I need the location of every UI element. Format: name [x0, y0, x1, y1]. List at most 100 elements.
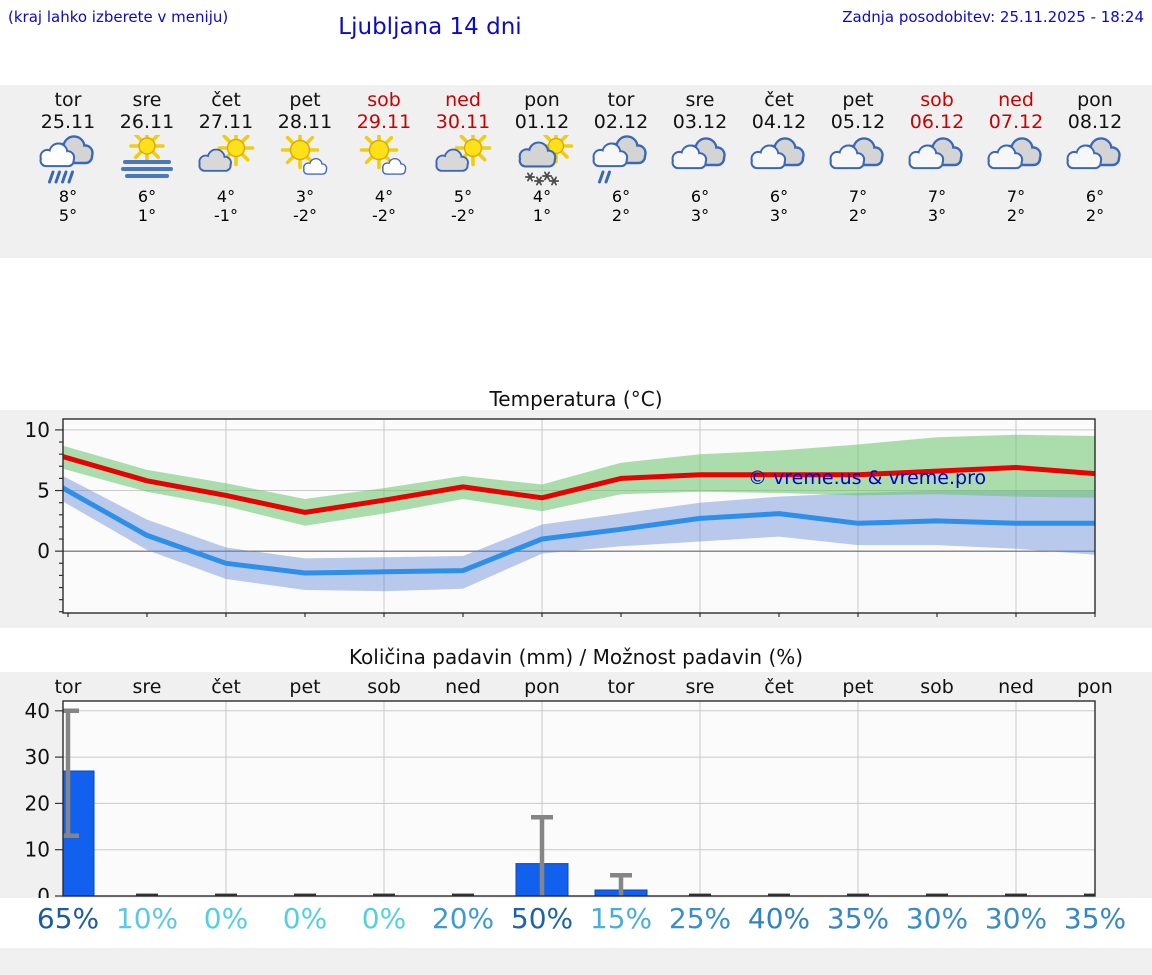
day-low-temp: -1°	[214, 206, 238, 225]
cloud-icon	[750, 144, 787, 170]
day-high-temp: 6°	[1085, 187, 1105, 206]
rain-icon	[598, 170, 611, 184]
precip-zero-mark	[1084, 893, 1095, 896]
cloud-icon	[829, 144, 866, 170]
day-name: pet	[842, 89, 874, 111]
cloud-drizzle-weather-icon	[589, 135, 653, 187]
day-low-temp: 5°	[58, 206, 78, 225]
precip-day-label: tor	[55, 676, 82, 698]
day-name: pon	[1077, 89, 1113, 111]
precip-probability-label: 35%	[1063, 902, 1127, 935]
cloud-icon	[1066, 144, 1103, 170]
location-menu-note[interactable]: (kraj lahko izberete v meniju)	[8, 8, 229, 26]
cloudy-weather-icon	[984, 135, 1048, 187]
day-column[interactable]: sob 06.12 7° 3°	[898, 85, 977, 258]
sun-icon	[129, 135, 165, 164]
cloud-icon	[671, 144, 708, 170]
precip-zero-mark	[215, 893, 237, 896]
last-update-text: Zadnja posodobitev: 25.11.2025 - 18:24	[842, 8, 1144, 26]
day-low-temp: 2°	[848, 206, 868, 225]
day-column[interactable]: sre 03.12 6° 3°	[661, 85, 740, 258]
day-name: ned	[445, 89, 481, 111]
precip-day-label: pet	[289, 676, 320, 698]
precip-probability-label: 50%	[510, 902, 574, 935]
day-low-temp: 2°	[1085, 206, 1105, 225]
cloud-sun-weather-icon	[194, 135, 258, 187]
day-date: 06.12	[909, 111, 965, 133]
precip-y-tick-label: 30	[25, 745, 50, 769]
precip-probability-label: 15%	[589, 902, 653, 935]
day-date: 08.12	[1067, 111, 1123, 133]
day-name: pet	[289, 89, 321, 111]
day-date: 03.12	[672, 111, 728, 133]
day-name: sob	[367, 89, 401, 111]
precip-probability-label: 65%	[36, 902, 100, 935]
day-column[interactable]: ned 30.11 5° -2°	[424, 85, 503, 258]
low-temp-line	[63, 485, 1095, 576]
day-high-temp: 6°	[137, 187, 157, 206]
fog-icon	[121, 160, 173, 178]
precip-day-label: pon	[524, 676, 560, 698]
day-name: čet	[764, 89, 794, 111]
day-date: 27.11	[198, 111, 254, 133]
precip-y-tick-label: 20	[25, 791, 50, 815]
cloud-icon	[303, 158, 328, 175]
precip-zero-mark	[847, 893, 869, 896]
bottom-strip	[0, 948, 1152, 975]
snowflake-icon	[541, 171, 553, 181]
day-high-temp: 7°	[848, 187, 868, 206]
day-column[interactable]: čet 04.12 6° 3°	[740, 85, 819, 258]
cloud-icon	[198, 148, 232, 172]
day-date: 02.12	[593, 111, 649, 133]
day-low-temp: 2°	[611, 206, 631, 225]
precip-probability-label: 0%	[361, 902, 407, 935]
day-high-temp: 7°	[927, 187, 947, 206]
precip-probability-label: 0%	[203, 902, 249, 935]
day-name: sob	[920, 89, 954, 111]
precip-probability-label: 30%	[984, 902, 1048, 935]
day-name: sre	[132, 89, 162, 111]
page-title: Ljubljana 14 dni	[338, 14, 522, 40]
snowflake-icon	[548, 176, 560, 186]
day-column[interactable]: pet 28.11 3° -2°	[266, 85, 345, 258]
forecast-days-strip: tor 25.11 8° 5° sre 26.11 6° 1° čet 27.11 4° -1°…	[0, 85, 1152, 258]
cloud-icon	[592, 142, 629, 168]
precip-day-label: sre	[133, 676, 162, 698]
precip-zero-mark	[689, 893, 711, 896]
precip-zero-mark	[768, 893, 790, 896]
day-column[interactable]: pon 08.12 6° 2°	[1056, 85, 1135, 258]
day-column[interactable]: čet 27.11 4° -1°	[187, 85, 266, 258]
day-column[interactable]: ned 07.12 7° 2°	[977, 85, 1056, 258]
day-high-temp: 8°	[58, 187, 78, 206]
day-column[interactable]: pet 05.12 7° 2°	[819, 85, 898, 258]
day-name: pon	[524, 89, 560, 111]
precip-day-label: čet	[211, 676, 241, 698]
day-date: 26.11	[119, 111, 175, 133]
day-date: 07.12	[988, 111, 1044, 133]
precip-day-label: sre	[686, 676, 715, 698]
precip-day-label: čet	[764, 676, 794, 698]
cloud-icon	[435, 148, 469, 172]
day-column[interactable]: sre 26.11 6° 1°	[108, 85, 187, 258]
sun-small-cloud-weather-icon	[352, 135, 416, 187]
watermark-link[interactable]: © vreme.us & vreme.pro	[748, 467, 986, 489]
cloudy-weather-icon	[1063, 135, 1127, 187]
day-name: sre	[685, 89, 715, 111]
temp-y-tick-label: 5	[37, 479, 50, 503]
day-high-temp: 6°	[611, 187, 631, 206]
day-high-temp: 4°	[532, 187, 552, 206]
snow-sun-weather-icon	[510, 135, 574, 187]
precip-day-label: sob	[920, 676, 954, 698]
day-column[interactable]: pon 01.12 4° 1°	[503, 85, 582, 258]
day-high-temp: 5°	[453, 187, 473, 206]
day-column[interactable]: sob 29.11 4° -2°	[345, 85, 424, 258]
day-date: 05.12	[830, 111, 886, 133]
day-date: 28.11	[277, 111, 333, 133]
day-column[interactable]: tor 25.11 8° 5°	[29, 85, 108, 258]
cloud-icon	[382, 158, 407, 175]
day-column[interactable]: tor 02.12 6° 2°	[582, 85, 661, 258]
snowflake-icon	[524, 172, 536, 182]
precip-probability-label: 25%	[668, 902, 732, 935]
day-date: 30.11	[435, 111, 491, 133]
precip-y-tick-label: 10	[25, 838, 50, 862]
